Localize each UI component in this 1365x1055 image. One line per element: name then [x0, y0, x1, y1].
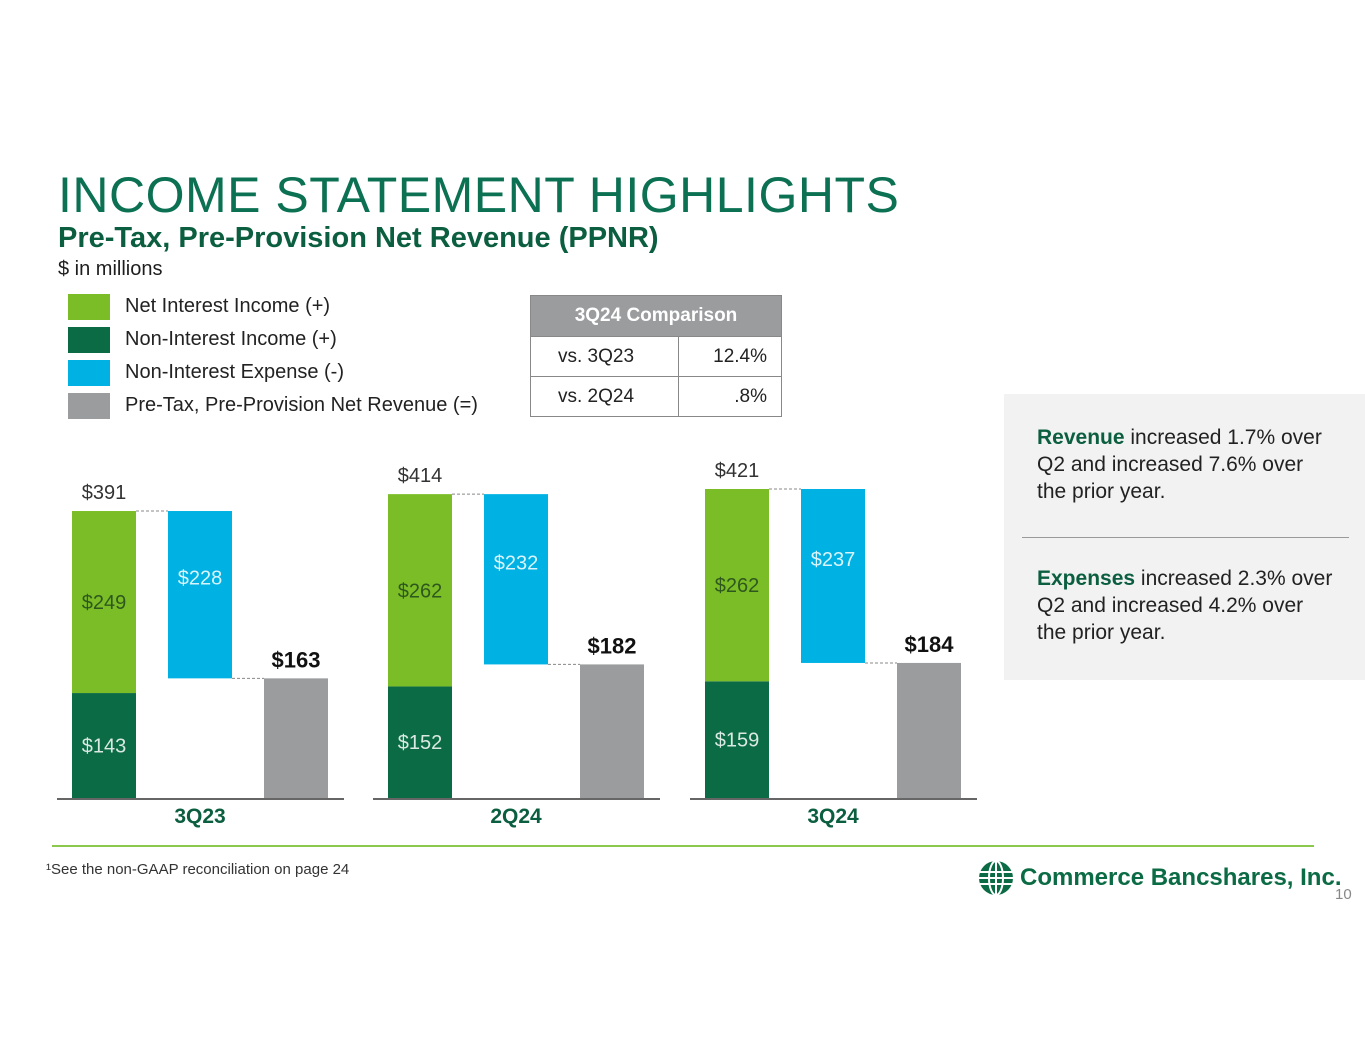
expenses-insight: Expenses increased 2.3% over Q2 and incr…	[1037, 565, 1337, 646]
footnote: ¹See the non-GAAP reconciliation on page…	[46, 861, 350, 878]
insight-divider	[1022, 537, 1349, 538]
legend-swatch	[68, 360, 110, 386]
table-row: vs. 2Q24 .8%	[530, 376, 782, 417]
table-row: vs. 3Q23 12.4%	[530, 336, 782, 377]
legend-swatch	[68, 393, 110, 419]
legend-swatch	[68, 327, 110, 353]
bar-non-interest-income	[72, 693, 136, 798]
x-tick-label: 3Q24	[807, 805, 859, 828]
chart-subtitle: Pre-Tax, Pre-Provision Net Revenue (PPNR…	[58, 222, 659, 254]
legend-label: Non-Interest Expense (-)	[125, 361, 344, 383]
data-label-ppnr: $163	[272, 647, 321, 672]
bar-ppnr	[897, 662, 961, 798]
data-label-non-interest-expense: $237	[811, 549, 856, 571]
bar-ppnr	[264, 678, 328, 798]
legend-label: Net Interest Income (+)	[125, 295, 331, 317]
data-label-non-interest-expense: $232	[494, 552, 539, 574]
company-logo: Commerce Bancshares, Inc.	[978, 858, 1341, 898]
bar-net-interest-income	[388, 494, 452, 687]
revenue-insight: Revenue increased 1.7% over Q2 and incre…	[1037, 424, 1337, 505]
revenue-keyword: Revenue	[1037, 426, 1125, 449]
data-label-non-interest-income: $159	[715, 730, 760, 752]
legend-label: Pre-Tax, Pre-Provision Net Revenue (=)	[125, 394, 478, 416]
insight-panel: Revenue increased 1.7% over Q2 and incre…	[1004, 394, 1365, 680]
bar-non-interest-expense	[801, 489, 865, 663]
data-label-net-interest-income: $262	[398, 580, 443, 602]
data-label-ppnr: $182	[588, 633, 637, 658]
comparison-value: 12.4%	[678, 336, 782, 377]
units-label: $ in millions	[58, 258, 163, 280]
footer-divider	[52, 845, 1314, 847]
globe-icon	[979, 860, 1013, 896]
expenses-insight-text: increased 2.3% over Q2 and increased 4.2…	[1037, 567, 1333, 644]
revenue-insight-text: increased 1.7% over Q2 and increased 7.6…	[1037, 426, 1322, 503]
legend-label: Non-Interest Income (+)	[125, 328, 337, 350]
comparison-table: 3Q24 Comparison vs. 3Q23 12.4% vs. 2Q24 …	[530, 295, 782, 417]
legend-swatch	[68, 294, 110, 320]
bar-non-interest-expense	[484, 494, 548, 665]
bar-non-interest-income	[388, 686, 452, 798]
x-tick-label: 3Q23	[174, 805, 225, 828]
bar-net-interest-income	[705, 489, 769, 682]
data-label-non-interest-income: $152	[398, 732, 443, 754]
data-label-ppnr: $184	[905, 632, 955, 657]
bar-non-interest-expense	[168, 511, 232, 679]
ppnr-waterfall-chart: $143 $249 $228 $163 $391 3Q23 $152 $262 $232 $182…	[57, 460, 977, 828]
data-label-total-revenue: $421	[715, 460, 760, 482]
comparison-value: .8%	[678, 376, 782, 417]
data-label-net-interest-income: $262	[715, 575, 760, 597]
data-label-total-revenue: $391	[82, 482, 127, 504]
bar-ppnr	[580, 664, 644, 798]
x-tick-label: 2Q24	[490, 805, 542, 828]
page-number: 10	[1335, 886, 1352, 903]
page-title: INCOME STATEMENT HIGHLIGHTS	[58, 167, 900, 223]
bar-non-interest-income	[705, 681, 769, 798]
comparison-label: vs. 3Q23	[530, 336, 679, 377]
bar-net-interest-income	[72, 511, 136, 694]
data-label-total-revenue: $414	[398, 465, 443, 487]
company-name: Commerce Bancshares, Inc.	[1020, 864, 1342, 891]
data-label-net-interest-income: $249	[82, 592, 127, 614]
comparison-table-header: 3Q24 Comparison	[530, 295, 782, 337]
comparison-label: vs. 2Q24	[530, 376, 679, 417]
data-label-non-interest-income: $143	[82, 736, 127, 758]
data-label-non-interest-expense: $228	[178, 568, 223, 590]
expenses-keyword: Expenses	[1037, 567, 1136, 590]
